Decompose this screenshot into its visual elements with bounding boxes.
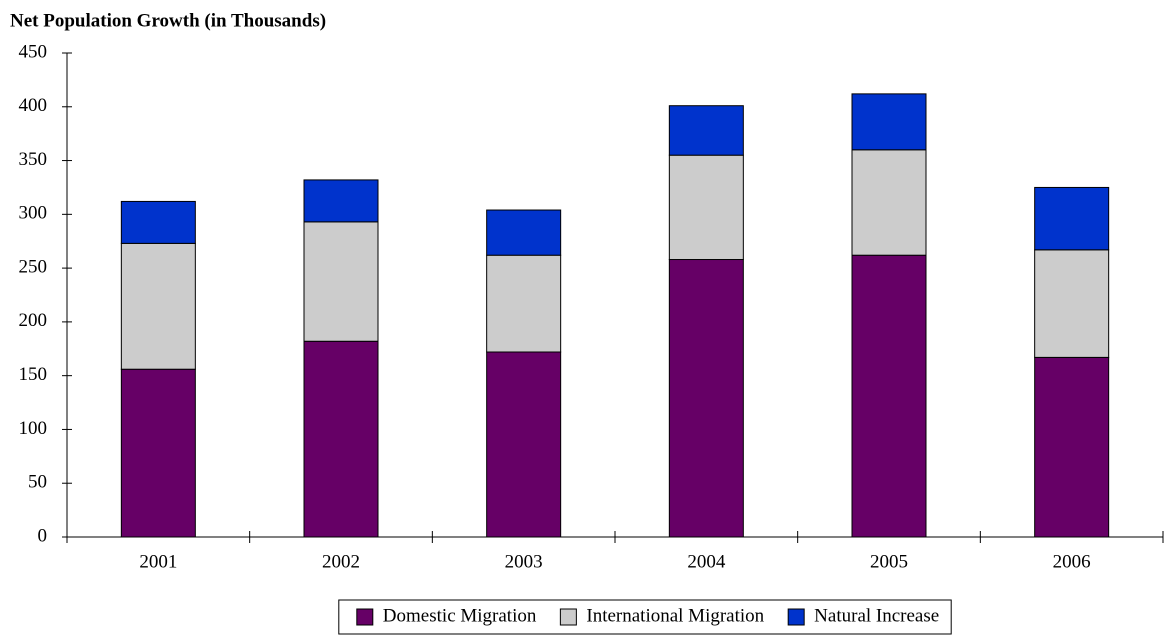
y-tick-label: 350 bbox=[19, 149, 48, 170]
chart-title: Net Population Growth (in Thousands) bbox=[10, 10, 326, 31]
x-tick-label: 2004 bbox=[687, 551, 726, 572]
legend-label: Domestic Migration bbox=[383, 605, 537, 626]
bar-segment bbox=[303, 340, 379, 538]
bar-segment bbox=[303, 221, 379, 342]
legend-box bbox=[338, 599, 952, 635]
y-tick-label: 50 bbox=[28, 472, 47, 493]
y-tick-label: 250 bbox=[19, 256, 48, 277]
bar-segment bbox=[851, 254, 927, 538]
bar-segment bbox=[668, 105, 744, 156]
bar-segment bbox=[303, 179, 379, 223]
bar-segment bbox=[668, 154, 744, 261]
x-tick-label: 2006 bbox=[1053, 551, 1091, 572]
legend: Domestic Migration International Migratio… bbox=[338, 599, 952, 635]
bar-segment bbox=[120, 242, 196, 370]
x-tick-label: 2003 bbox=[505, 551, 543, 572]
y-tick-label: 300 bbox=[19, 203, 48, 224]
x-tick-label: 2005 bbox=[870, 551, 908, 572]
bar-segment bbox=[120, 368, 196, 538]
y-tick-label: 200 bbox=[19, 310, 48, 331]
y-tick-label: 400 bbox=[19, 95, 48, 116]
bar-segment bbox=[120, 200, 196, 244]
bar-segment bbox=[1034, 356, 1110, 538]
y-tick-label: 450 bbox=[19, 41, 48, 62]
x-tick-label: 2002 bbox=[322, 551, 360, 572]
bar-segment bbox=[1034, 186, 1110, 251]
legend-swatch bbox=[787, 608, 805, 626]
bar-segment bbox=[486, 351, 562, 538]
y-tick-label: 150 bbox=[19, 364, 48, 385]
legend-swatch bbox=[559, 608, 577, 626]
bar-segment bbox=[486, 209, 562, 256]
bar-segment bbox=[1034, 249, 1110, 358]
x-tick-label: 2001 bbox=[139, 551, 177, 572]
bar-segment bbox=[851, 149, 927, 256]
legend-label: Natural Increase bbox=[814, 605, 939, 626]
y-tick-label: 100 bbox=[19, 418, 48, 439]
legend-swatch bbox=[356, 608, 374, 626]
bar-segment bbox=[851, 93, 927, 151]
y-tick-label: 0 bbox=[38, 525, 48, 546]
legend-label: International Migration bbox=[586, 605, 764, 626]
bar-segment bbox=[486, 254, 562, 353]
bar-segment bbox=[668, 259, 744, 538]
